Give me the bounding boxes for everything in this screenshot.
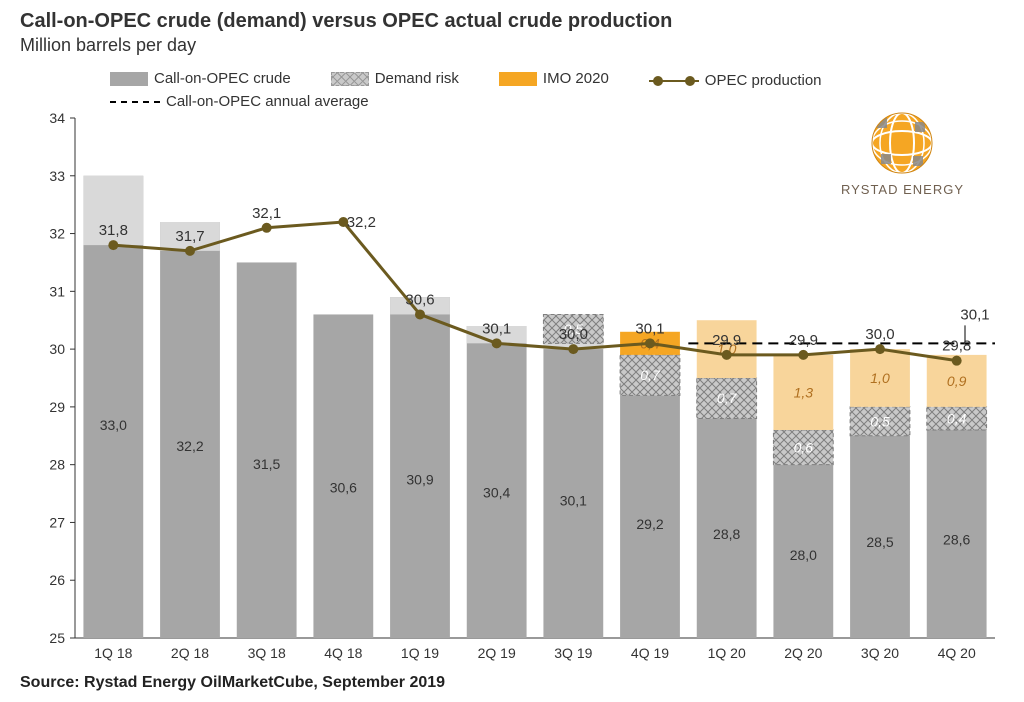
opec-label: 31,8 [99, 222, 128, 239]
x-tick-label: 4Q 18 [324, 645, 362, 661]
call-label: 30,4 [483, 485, 510, 501]
legend-item-demand-risk: Demand risk [331, 68, 459, 89]
y-tick-label: 28 [49, 457, 65, 473]
call-label: 28,5 [866, 534, 893, 550]
swatch-imo [499, 72, 537, 86]
opec-point [798, 350, 808, 360]
call-label: 28,8 [713, 526, 740, 542]
imo-label: 1,0 [870, 370, 890, 386]
legend-item-imo: IMO 2020 [499, 68, 609, 89]
opec-point [722, 350, 732, 360]
swatch-demand-risk [331, 72, 369, 86]
legend: Call-on-OPEC crude Demand risk IMO 2020 … [110, 68, 964, 110]
opec-point [108, 240, 118, 250]
globe-icon [867, 108, 937, 178]
legend-label: Call-on-OPEC annual average [166, 93, 369, 110]
y-tick-label: 33 [49, 168, 65, 184]
chart-subtitle: Million barrels per day [20, 35, 1004, 56]
call-label: 29,2 [636, 516, 663, 532]
opec-point [492, 338, 502, 348]
opec-point [645, 338, 655, 348]
y-tick-label: 29 [49, 399, 65, 415]
call-label: 30,9 [406, 472, 433, 488]
y-tick-label: 30 [49, 341, 65, 357]
opec-point [568, 344, 578, 354]
logo: RYSTAD ENERGY [841, 108, 964, 197]
x-tick-label: 3Q 20 [861, 645, 899, 661]
opec-point [952, 356, 962, 366]
chart-title: Call-on-OPEC crude (demand) versus OPEC … [20, 10, 1004, 33]
legend-item-opec-prod: OPEC production [649, 72, 879, 89]
opec-label: 30,0 [559, 326, 588, 343]
y-tick-label: 32 [49, 226, 65, 242]
opec-point [415, 309, 425, 319]
opec-point [875, 344, 885, 354]
opec-label: 30,6 [405, 291, 434, 308]
demand-risk-label: 0,7 [717, 390, 738, 406]
opec-label: 32,1 [252, 205, 281, 222]
bar-call [237, 262, 297, 638]
call-label: 30,6 [330, 479, 357, 495]
x-tick-label: 4Q 20 [938, 645, 976, 661]
opec-label: 31,7 [175, 228, 204, 245]
demand-risk-label: 0,5 [870, 413, 890, 429]
opec-label: 29,9 [712, 332, 741, 349]
source-text: Source: Rystad Energy OilMarketCube, Sep… [20, 674, 1004, 692]
opec-point [262, 223, 272, 233]
opec-label: 29,8 [942, 338, 971, 355]
legend-item-call: Call-on-OPEC crude [110, 68, 291, 89]
swatch-line [649, 80, 699, 82]
x-tick-label: 3Q 18 [248, 645, 286, 661]
y-tick-label: 26 [49, 572, 65, 588]
call-label: 28,0 [790, 547, 817, 563]
bar-call [313, 314, 373, 638]
x-tick-label: 2Q 18 [171, 645, 209, 661]
logo-text: RYSTAD ENERGY [841, 182, 964, 197]
legend-label: IMO 2020 [543, 70, 609, 87]
x-tick-label: 1Q 18 [94, 645, 132, 661]
call-label: 33,0 [100, 417, 127, 433]
bar-call [390, 297, 450, 638]
opec-point [185, 246, 195, 256]
demand-risk-label: 0,4 [947, 410, 967, 426]
y-tick-label: 25 [49, 630, 65, 646]
demand-risk-label: 0,6 [794, 439, 814, 455]
demand-risk-label: 0,7 [640, 367, 661, 383]
opec-label: 30,1 [482, 320, 511, 337]
chart-container: Call-on-OPEC crude Demand risk IMO 2020 … [20, 68, 1004, 668]
x-tick-label: 1Q 19 [401, 645, 439, 661]
call-label: 31,5 [253, 456, 280, 472]
call-label: 30,1 [560, 492, 587, 508]
x-tick-label: 4Q 19 [631, 645, 669, 661]
x-tick-label: 1Q 20 [708, 645, 746, 661]
call-label: 32,2 [176, 438, 203, 454]
opec-label: 32,2 [347, 214, 376, 231]
opec-label: 29,9 [789, 332, 818, 349]
bar-call [543, 343, 603, 638]
imo-label: 1,3 [794, 384, 814, 400]
legend-item-annual-avg: Call-on-OPEC annual average [110, 93, 369, 110]
y-tick-label: 27 [49, 514, 65, 530]
legend-label: OPEC production [705, 72, 822, 89]
x-tick-label: 3Q 19 [554, 645, 592, 661]
call-label: 28,6 [943, 531, 970, 547]
legend-label: Demand risk [375, 70, 459, 87]
legend-label: Call-on-OPEC crude [154, 70, 291, 87]
swatch-call [110, 72, 148, 86]
imo-label: 0,9 [947, 373, 967, 389]
opec-label: 30,0 [865, 326, 894, 343]
annual-avg-label: 30,1 [960, 306, 989, 323]
bar-call [467, 326, 527, 638]
x-tick-label: 2Q 20 [784, 645, 822, 661]
y-tick-label: 31 [49, 283, 65, 299]
bar-call [160, 222, 220, 638]
swatch-dash [110, 101, 160, 103]
opec-label: 30,1 [635, 320, 664, 337]
y-tick-label: 34 [49, 110, 65, 126]
x-tick-label: 2Q 19 [478, 645, 516, 661]
